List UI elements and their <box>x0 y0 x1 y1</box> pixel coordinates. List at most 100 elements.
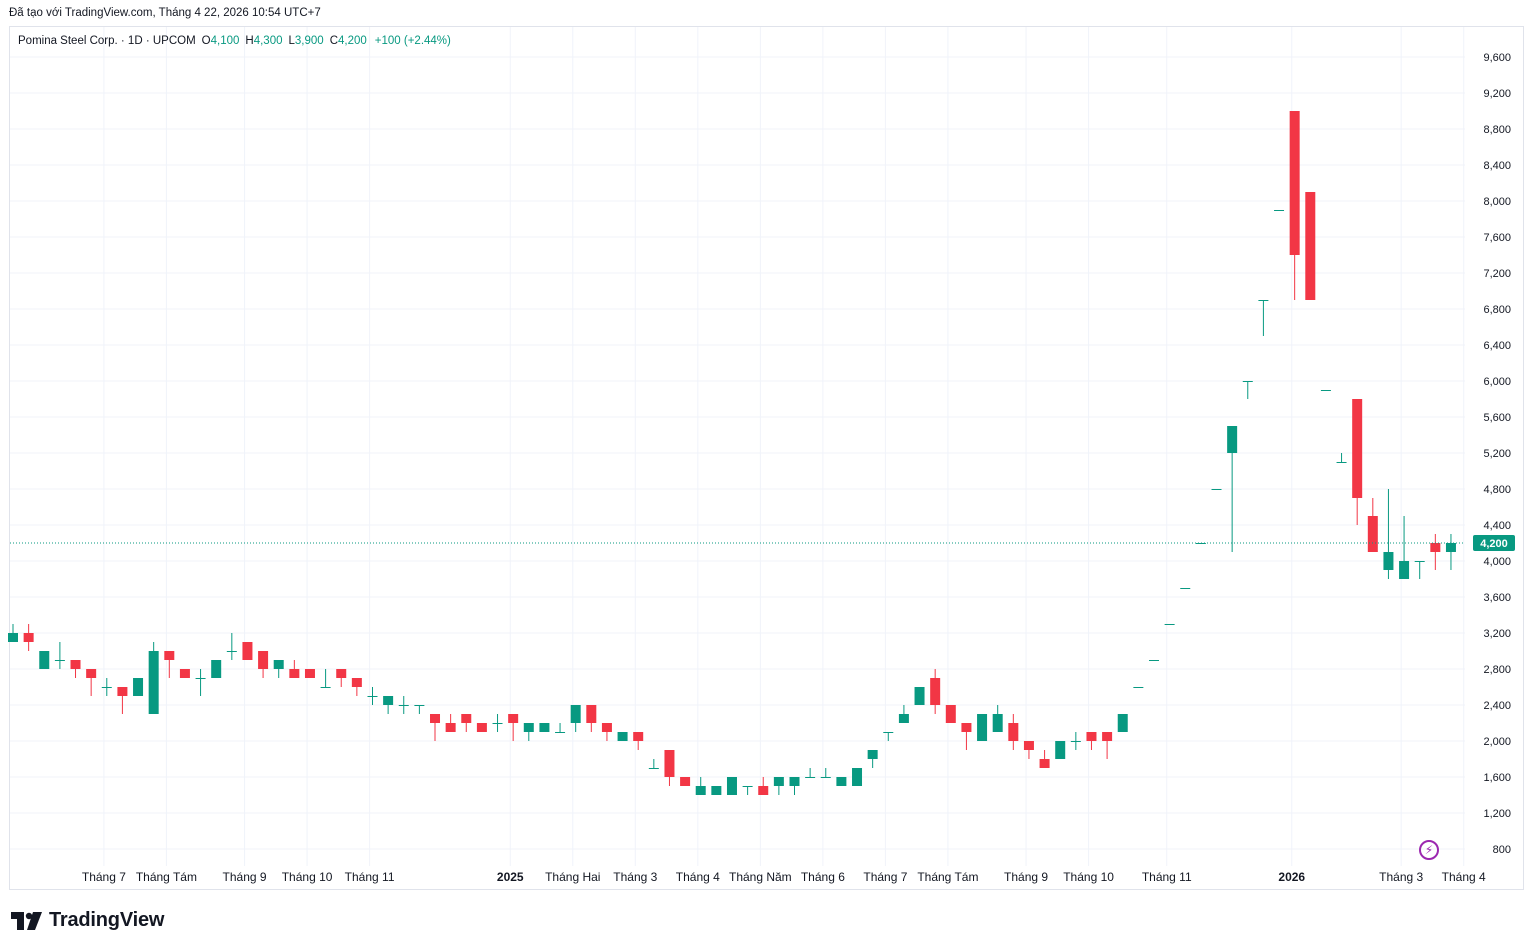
candle-body[interactable] <box>711 786 722 795</box>
candle-body[interactable] <box>508 714 519 723</box>
candle-body[interactable] <box>39 651 50 669</box>
x-tick-label: Tháng 11 <box>1142 870 1192 884</box>
candle-body[interactable] <box>1195 543 1206 544</box>
tradingview-footer-logo[interactable]: TradingView <box>11 909 164 932</box>
candle-body[interactable] <box>1242 381 1253 382</box>
candle-body[interactable] <box>1305 192 1316 300</box>
candle-body[interactable] <box>648 768 659 769</box>
candle-body[interactable] <box>1055 741 1066 759</box>
candle-body[interactable] <box>1086 732 1097 741</box>
candle-body[interactable] <box>336 669 347 678</box>
candle-body[interactable] <box>1430 543 1441 552</box>
candle-body[interactable] <box>1320 390 1331 391</box>
candle-body[interactable] <box>898 714 909 723</box>
candle-body[interactable] <box>867 750 878 759</box>
candle-body[interactable] <box>195 678 206 679</box>
candle-body[interactable] <box>742 786 753 787</box>
candle-body[interactable] <box>211 660 222 678</box>
candle-body[interactable] <box>1211 489 1222 490</box>
lightning-icon[interactable]: ⚡ <box>1419 840 1439 860</box>
candle-body[interactable] <box>54 660 65 661</box>
candle-body[interactable] <box>383 696 394 705</box>
candle-body[interactable] <box>1336 462 1347 463</box>
candle-body[interactable] <box>492 723 503 724</box>
candle-body[interactable] <box>1445 543 1456 552</box>
candle-body[interactable] <box>773 777 784 786</box>
candle-body[interactable] <box>148 651 159 714</box>
candle-body[interactable] <box>351 678 362 687</box>
candle-body[interactable] <box>101 687 112 688</box>
candle-body[interactable] <box>70 660 81 669</box>
candle-body[interactable] <box>8 633 18 642</box>
candle-body[interactable] <box>1414 561 1425 562</box>
candle-body[interactable] <box>977 714 988 741</box>
candle-body[interactable] <box>805 777 816 778</box>
candle-body[interactable] <box>555 732 566 733</box>
symbol-name[interactable]: Pomina Steel Corp. · 1D · UPCOM <box>18 35 196 47</box>
candle-body[interactable] <box>445 723 456 732</box>
candle-body[interactable] <box>1352 399 1363 498</box>
candle-body[interactable] <box>242 642 253 660</box>
candle-body[interactable] <box>945 705 956 723</box>
y-tick-label: 9,600 <box>1483 52 1511 64</box>
candle-body[interactable] <box>789 777 800 786</box>
candle-body[interactable] <box>1164 624 1175 625</box>
candle-body[interactable] <box>1289 111 1300 255</box>
candle-body[interactable] <box>601 723 612 732</box>
candle-body[interactable] <box>914 687 925 705</box>
candle-body[interactable] <box>461 714 472 723</box>
candle-body[interactable] <box>1180 588 1191 589</box>
candle-body[interactable] <box>852 768 863 786</box>
candle-body[interactable] <box>320 687 331 688</box>
candle-body[interactable] <box>523 723 534 732</box>
candle-body[interactable] <box>273 660 284 669</box>
candle-body[interactable] <box>117 687 128 696</box>
candle-body[interactable] <box>820 777 831 778</box>
candle-body[interactable] <box>1133 687 1144 688</box>
candle-body[interactable] <box>1274 210 1285 211</box>
candle-body[interactable] <box>539 723 550 732</box>
candle-body[interactable] <box>23 633 34 642</box>
candle-body[interactable] <box>1117 714 1128 732</box>
candle-body[interactable] <box>398 705 409 706</box>
candle-body[interactable] <box>1148 660 1159 661</box>
candle-body[interactable] <box>1102 732 1113 741</box>
candle-body[interactable] <box>1070 741 1081 742</box>
candle-body[interactable] <box>1258 300 1269 301</box>
candle-body[interactable] <box>1399 561 1410 579</box>
candle-body[interactable] <box>414 705 425 706</box>
candle-body[interactable] <box>1039 759 1050 768</box>
candle-body[interactable] <box>586 705 597 723</box>
candle-body[interactable] <box>664 750 675 777</box>
candle-body[interactable] <box>680 777 691 786</box>
close-label: C <box>329 35 338 47</box>
candle-body[interactable] <box>164 651 175 660</box>
candle-body[interactable] <box>304 669 315 678</box>
candle-body[interactable] <box>179 669 190 678</box>
candle-body[interactable] <box>133 678 144 696</box>
candle-body[interactable] <box>258 651 269 669</box>
candle-body[interactable] <box>726 777 737 795</box>
candle-body[interactable] <box>367 696 378 697</box>
candle-body[interactable] <box>226 651 237 652</box>
candle-body[interactable] <box>836 777 847 786</box>
candle-body[interactable] <box>617 732 628 741</box>
candle-body[interactable] <box>289 669 300 678</box>
candle-body[interactable] <box>930 678 941 705</box>
candle-body[interactable] <box>86 669 97 678</box>
candle-body[interactable] <box>570 705 581 723</box>
candle-body[interactable] <box>1008 723 1019 741</box>
candle-body[interactable] <box>633 732 644 741</box>
candle-body[interactable] <box>961 723 972 732</box>
candle-body[interactable] <box>883 732 894 733</box>
candle-body[interactable] <box>1367 516 1378 552</box>
candle-body[interactable] <box>430 714 441 723</box>
candle-body[interactable] <box>695 786 706 795</box>
candle-body[interactable] <box>476 723 487 732</box>
candle-body[interactable] <box>1383 552 1394 570</box>
candle-body[interactable] <box>758 786 769 795</box>
candle-body[interactable] <box>1227 426 1238 453</box>
candle-body[interactable] <box>1023 741 1034 750</box>
candle-body[interactable] <box>992 714 1003 732</box>
